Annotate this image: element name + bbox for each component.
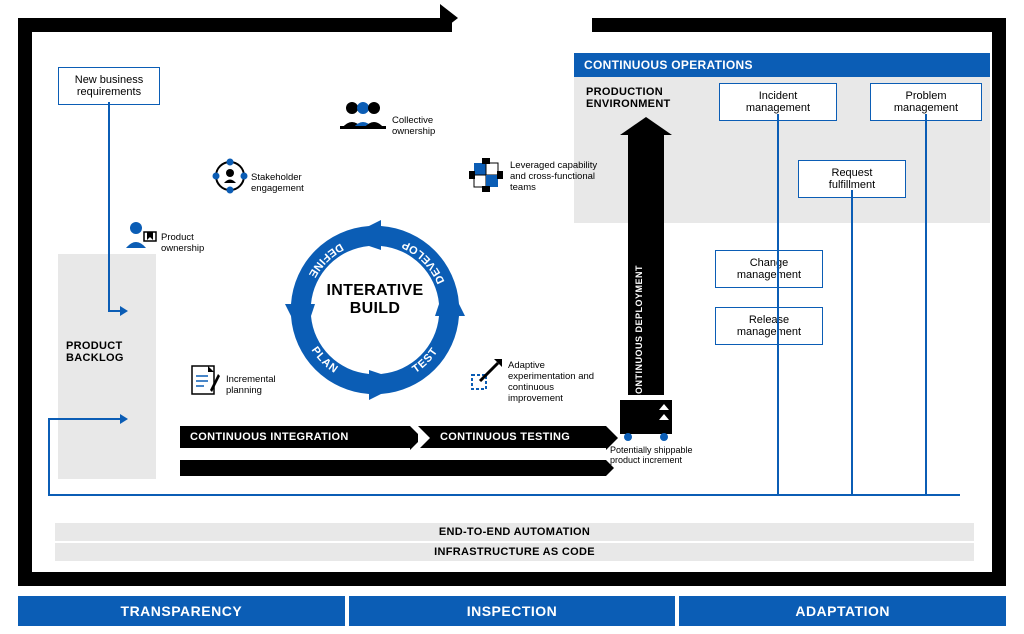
continuous-testing-bar: CONTINUOUS TESTING (418, 426, 606, 448)
continuous-operations-header: CONTINUOUS OPERATIONS (574, 53, 990, 77)
adaptive-experimentation-label: Adaptive experimentation and continuous … (508, 360, 598, 404)
iterative-build-cycle: DEFINE DEVELOP TEST PLAN INTERATIVE BUIL… (275, 210, 475, 410)
continuous-testing-text: CONTINUOUS TESTING (440, 431, 570, 443)
arrow-head-1-icon (120, 306, 128, 316)
production-environment-text: PRODUCTION ENVIRONMENT (586, 86, 686, 110)
conn-line-5 (48, 418, 50, 496)
conn-line-request (851, 190, 853, 496)
collective-ownership-label: Collective ownership (392, 115, 462, 137)
production-environment-label: PRODUCTION ENVIRONMENT (586, 86, 686, 110)
conn-line-6 (48, 494, 960, 496)
bottom-tabs: TRANSPARENCY INSPECTION ADAPTATION (18, 596, 1006, 626)
adaptive-experimentation-icon (470, 355, 506, 396)
infrastructure-as-code-bar: INFRASTRUCTURE AS CODE (55, 543, 974, 561)
product-ownership-label: Product ownership (161, 232, 221, 254)
incremental-planning-icon (190, 362, 222, 403)
incremental-planning-label: Incremental planning (226, 374, 296, 396)
conn-line-problem (925, 114, 927, 496)
long-arrow-bar (180, 460, 606, 476)
conn-line-1 (108, 102, 110, 312)
conn-line-4 (48, 418, 110, 420)
continuous-deployment-label: CONTINUOUS DEPLOYMENT (634, 265, 644, 401)
cart-icon (620, 400, 672, 434)
arrow-head-2-icon (120, 414, 128, 424)
conn-line-incident (777, 114, 779, 496)
end-to-end-automation-bar: END-TO-END AUTOMATION (55, 523, 974, 541)
top-arrow-head-icon (440, 4, 458, 32)
tab-adaptation: ADAPTATION (679, 596, 1006, 626)
tab-transparency: TRANSPARENCY (18, 596, 345, 626)
product-backlog-label: PRODUCT BACKLOG (66, 340, 146, 364)
collective-ownership-icon (340, 100, 386, 135)
stakeholder-engagement-icon (212, 158, 248, 199)
leveraged-capability-label: Leveraged capability and cross-functiona… (510, 160, 600, 193)
cycle-center-label: INTERATIVE BUILD (315, 282, 435, 318)
leveraged-capability-icon (466, 155, 506, 200)
new-business-requirements-box: New business requirements (58, 67, 160, 105)
product-backlog-panel (58, 254, 156, 479)
stakeholder-engagement-label: Stakeholder engagement (251, 172, 321, 194)
cart-label: Potentially shippable product increment (610, 445, 710, 465)
tab-inspection: INSPECTION (349, 596, 676, 626)
continuous-integration-bar: CONTINUOUS INTEGRATION (180, 426, 410, 448)
change-management-box: Change management (715, 250, 823, 288)
release-management-box: Release management (715, 307, 823, 345)
product-ownership-icon (122, 218, 158, 259)
